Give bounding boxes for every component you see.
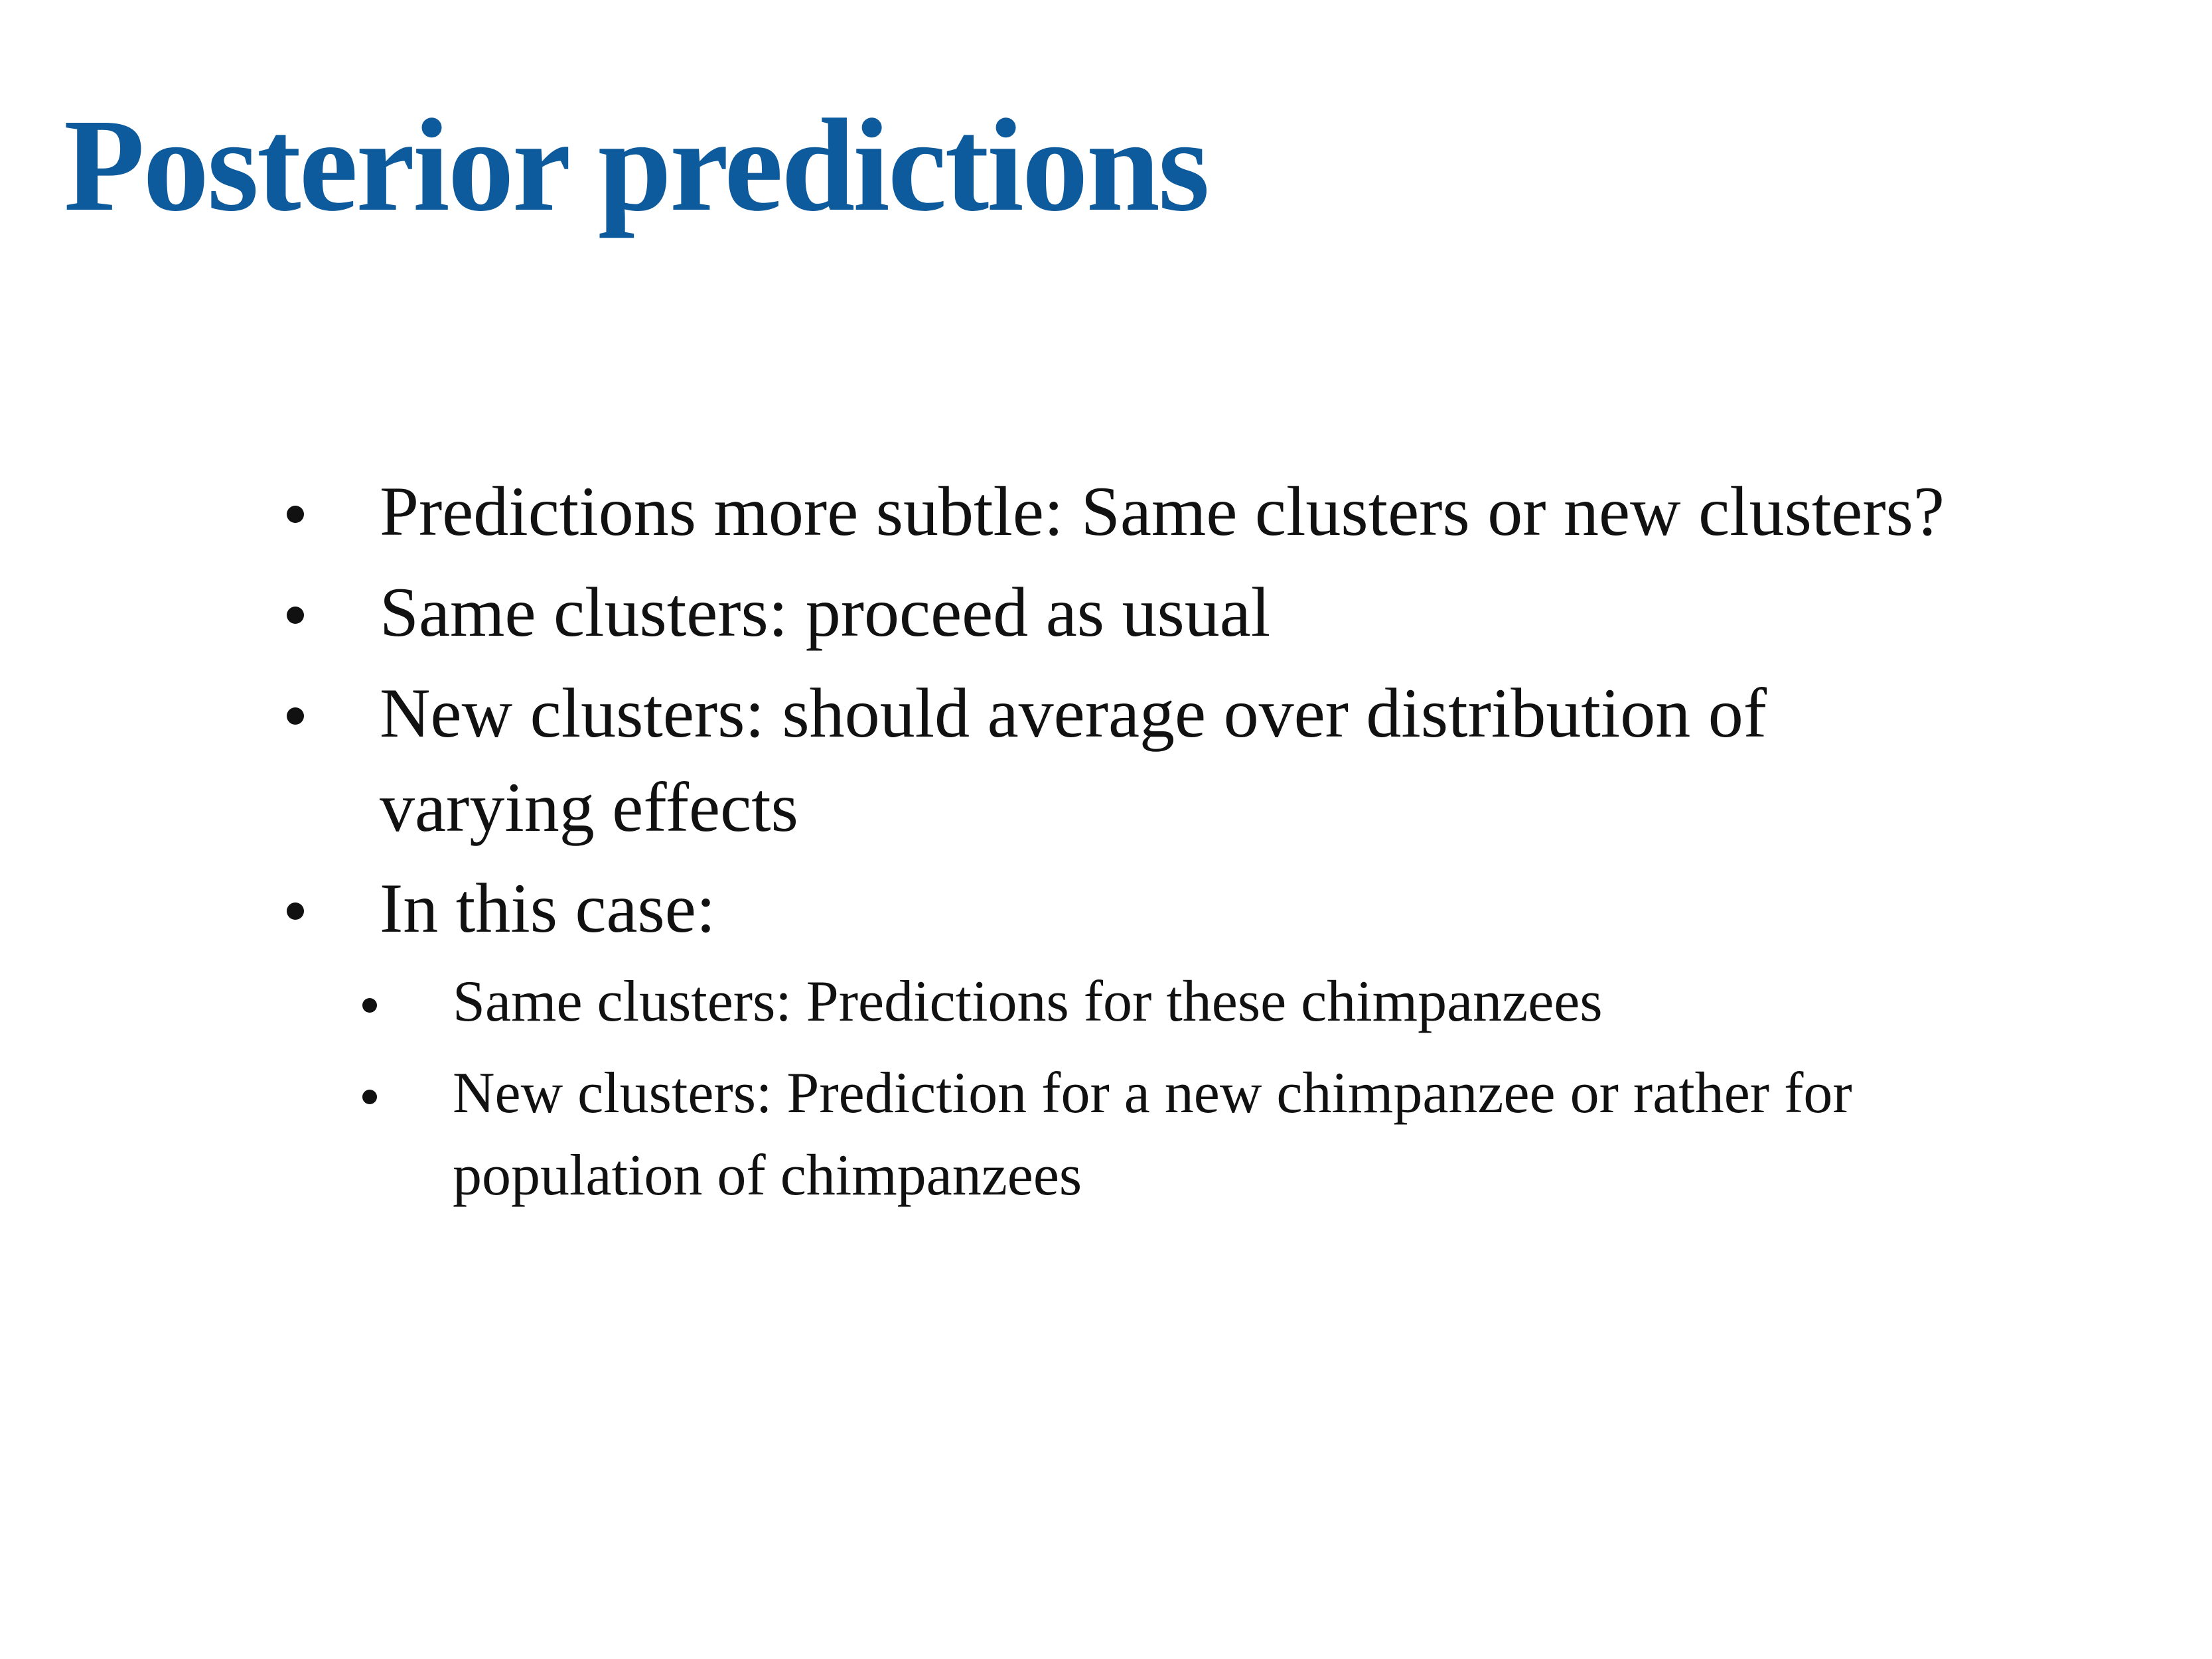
sub-bullet-text: Same clusters: Predictions for these chi…: [453, 970, 1603, 1034]
slide-title: Posterior predictions: [64, 92, 1210, 239]
sub-bullet-dot-icon: [362, 1090, 377, 1104]
bullet-item: In this case: Same clusters: Predictions…: [279, 861, 1978, 1217]
bullet-text: In this case:: [380, 869, 716, 947]
sub-bullet-list: Same clusters: Predictions for these chi…: [279, 961, 1978, 1217]
sub-bullet-item: Same clusters: Predictions for these chi…: [279, 961, 1978, 1043]
bullet-item: Same clusters: proceed as usual: [279, 565, 1978, 660]
slide-content: Predictions more subtle: Same clusters o…: [279, 465, 1978, 1226]
bullet-dot-icon: [287, 902, 304, 920]
bullet-dot-icon: [287, 506, 304, 523]
bullet-list: Predictions more subtle: Same clusters o…: [279, 465, 1978, 1217]
sub-bullet-dot-icon: [362, 998, 377, 1013]
bullet-item: Predictions more subtle: Same clusters o…: [279, 465, 1978, 559]
bullet-dot-icon: [287, 707, 304, 725]
bullet-text: Predictions more subtle: Same clusters o…: [380, 472, 1945, 550]
bullet-text: New clusters: should average over distri…: [380, 674, 1767, 846]
sub-bullet-text: New clusters: Prediction for a new chimp…: [453, 1061, 1852, 1208]
bullet-text: Same clusters: proceed as usual: [380, 573, 1271, 651]
bullet-item: New clusters: should average over distri…: [279, 666, 1978, 855]
bullet-dot-icon: [287, 607, 304, 624]
sub-bullet-item: New clusters: Prediction for a new chimp…: [279, 1052, 1978, 1217]
